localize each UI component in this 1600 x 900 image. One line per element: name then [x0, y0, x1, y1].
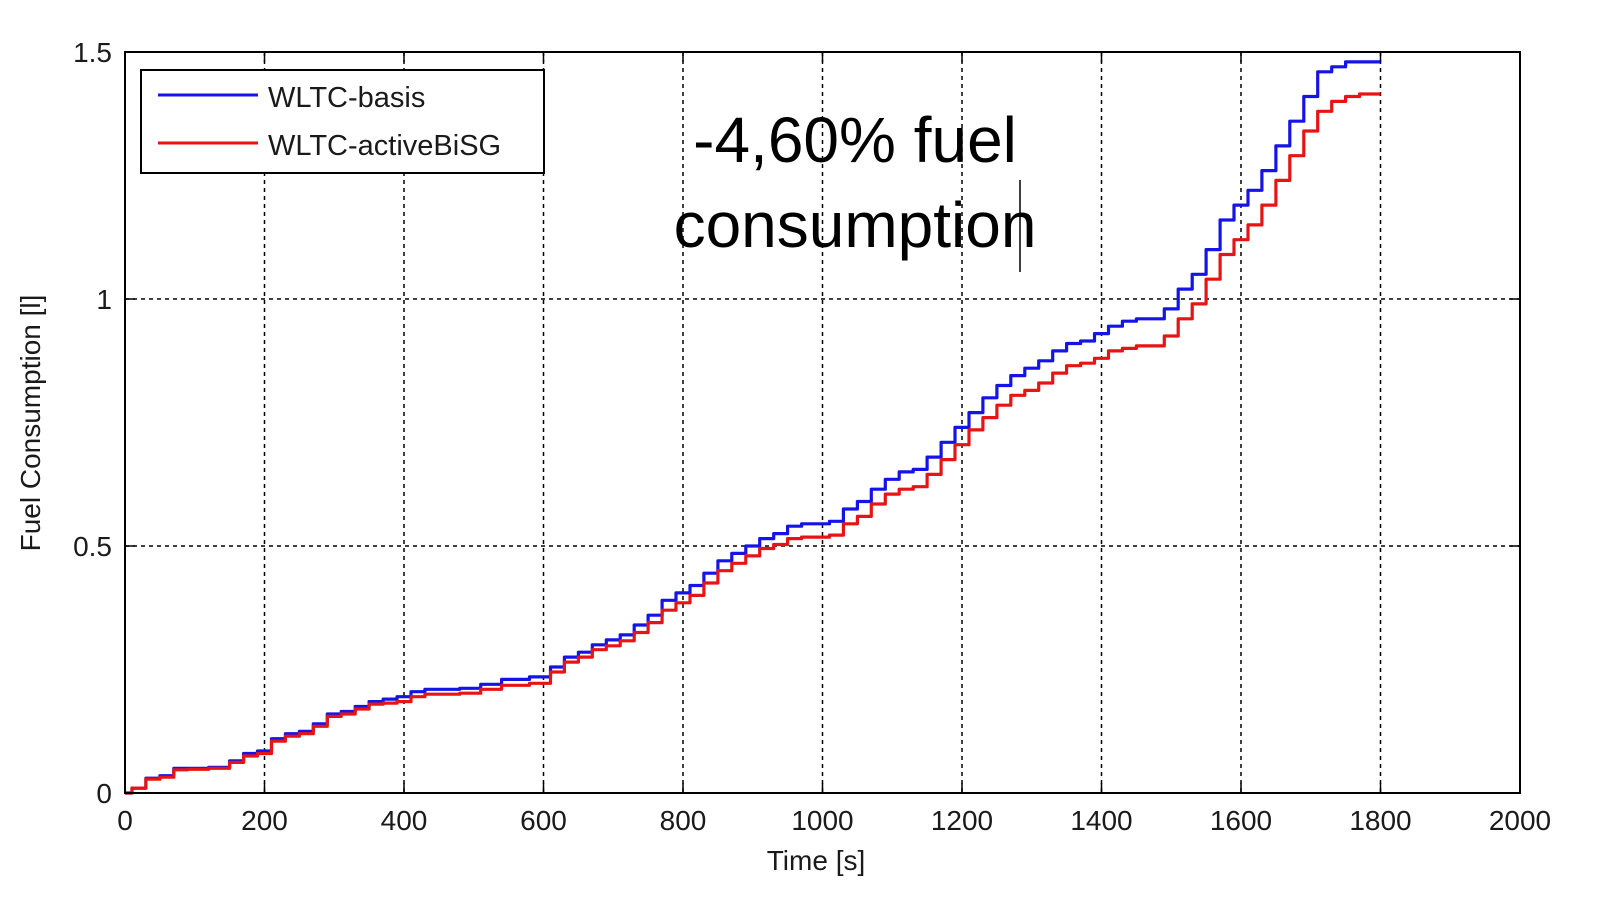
- x-tick-label: 1200: [931, 805, 993, 836]
- axis-ticks: [124, 51, 1521, 794]
- y-tick-label: 0.5: [73, 531, 112, 562]
- x-tick-label: 0: [117, 805, 133, 836]
- x-tick-label: 400: [381, 805, 428, 836]
- x-axis-label: Time [s]: [767, 845, 866, 876]
- y-tick-label: 1: [96, 284, 112, 315]
- x-tick-label: 800: [660, 805, 707, 836]
- series-lines: [125, 60, 1381, 795]
- y-axis-label: Fuel Consumption [l]: [15, 295, 46, 552]
- x-tick-label: 200: [241, 805, 288, 836]
- annotation-line-1: -4,60% fuel: [693, 104, 1017, 176]
- grid-lines: [125, 52, 1520, 793]
- x-tick-label: 600: [520, 805, 567, 836]
- x-tick-label: 1600: [1210, 805, 1272, 836]
- legend-label-wltc-basis: WLTC-basis: [268, 82, 425, 114]
- x-tick-label: 1000: [791, 805, 853, 836]
- x-tick-label: 1400: [1070, 805, 1132, 836]
- y-tick-label: 1.5: [73, 37, 112, 68]
- series-line-wltc-activebisg: [125, 92, 1381, 795]
- y-tick-labels: 0 0.5 1 1.5: [73, 37, 112, 809]
- x-tick-labels: 0 200 400 600 800 1000 1200 1400 1600 1800 2000: [117, 805, 1551, 836]
- x-tick-label: 2000: [1489, 805, 1551, 836]
- x-tick-label: 1800: [1349, 805, 1411, 836]
- legend: WLTC-basis WLTC-activeBiSG: [140, 69, 545, 174]
- legend-box: [140, 69, 545, 174]
- annotation-line-2: consumption: [674, 189, 1037, 261]
- y-tick-label: 0: [96, 778, 112, 809]
- legend-label-wltc-activebisg: WLTC-activeBiSG: [268, 130, 501, 162]
